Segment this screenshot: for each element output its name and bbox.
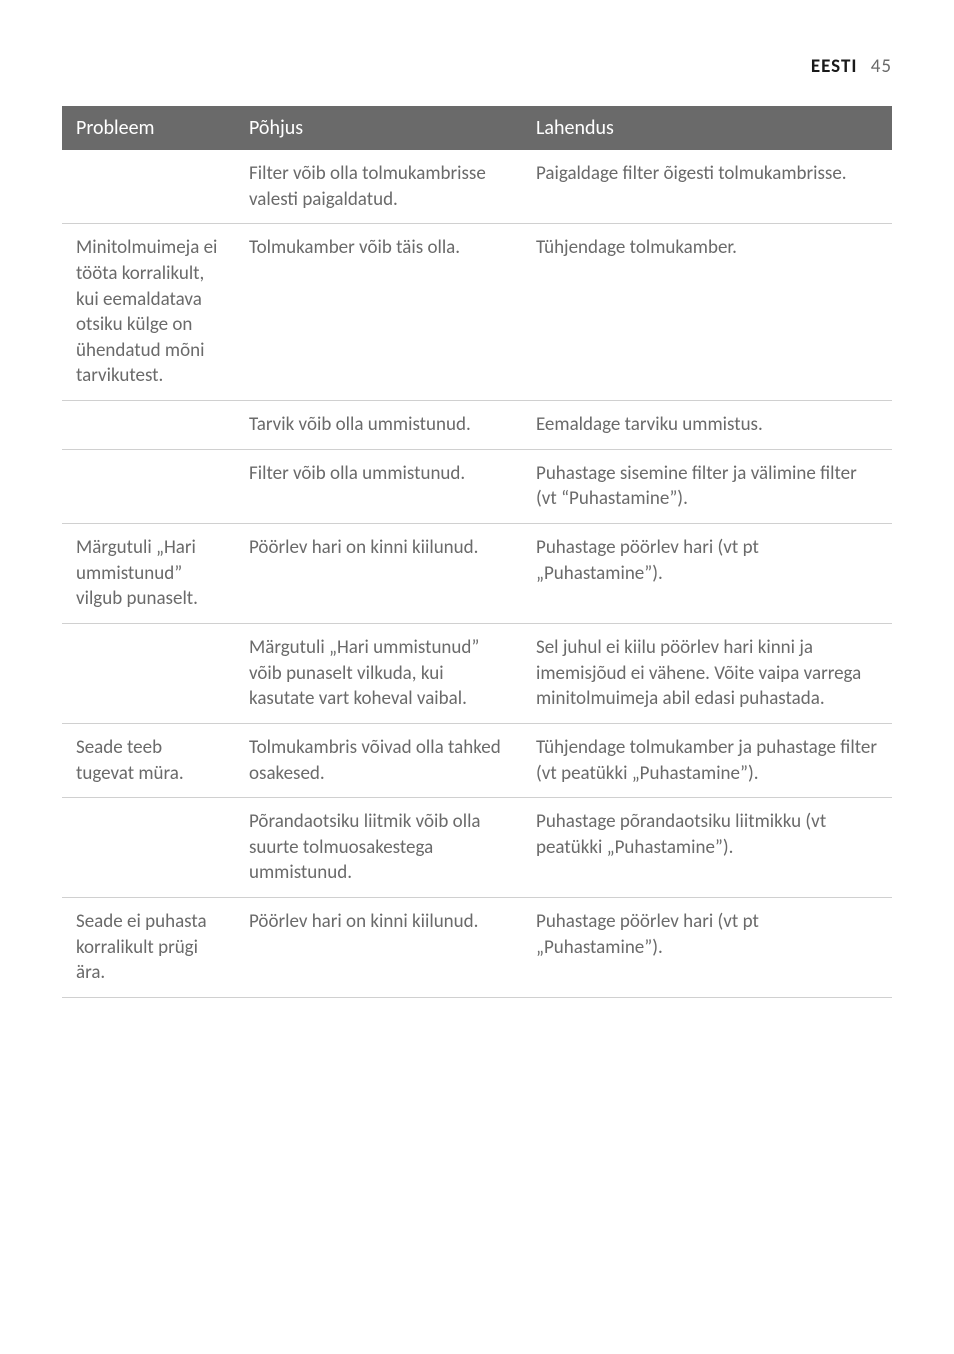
cell-cause: Tolmukamber võib täis olla. (235, 224, 522, 401)
cell-problem: Seade ei puhasta korralikult prügi ära. (62, 898, 235, 998)
table-row: Filter võib olla tolmukambrisse valesti … (62, 150, 892, 224)
table-row: Tarvik võib olla ummistunud. Eemaldage t… (62, 401, 892, 450)
cell-solution: Eemaldage tarviku ummistus. (522, 401, 892, 450)
cell-cause: Põrandaotsiku liitmik võib olla suurte t… (235, 798, 522, 898)
table-row: Seade teeb tugevat müra. Tolmukambris võ… (62, 723, 892, 797)
table-body: Filter võib olla tolmukambrisse valesti … (62, 150, 892, 998)
cell-problem (62, 623, 235, 723)
page-header: EESTI 45 (62, 55, 892, 78)
table-row: Seade ei puhasta korralikult prügi ära. … (62, 898, 892, 998)
cell-problem (62, 449, 235, 523)
cell-solution: Puhastage põrandaotsiku liitmikku (vt pe… (522, 798, 892, 898)
column-header-solution: Lahendus (522, 106, 892, 150)
cell-cause: Filter võib olla ummistunud. (235, 449, 522, 523)
cell-problem (62, 401, 235, 450)
cell-problem (62, 150, 235, 224)
cell-problem: Minitolmuimeja ei tööta korralikult, kui… (62, 224, 235, 401)
column-header-problem: Probleem (62, 106, 235, 150)
cell-cause: Pöörlev hari on kinni kiilunud. (235, 898, 522, 998)
table-row: Märgutuli „Hari ummistunud” vilgub punas… (62, 524, 892, 624)
table-row: Põrandaotsiku liitmik võib olla suurte t… (62, 798, 892, 898)
cell-problem (62, 798, 235, 898)
cell-solution: Tühjendage tolmukamber. (522, 224, 892, 401)
column-header-cause: Põhjus (235, 106, 522, 150)
troubleshooting-table: Probleem Põhjus Lahendus Filter võib oll… (62, 106, 892, 998)
table-row: Märgutuli „Hari ummistunud” võib punasel… (62, 623, 892, 723)
cell-cause: Tolmukambris võivad olla tahked osakesed… (235, 723, 522, 797)
cell-problem: Seade teeb tugevat müra. (62, 723, 235, 797)
table-header-row: Probleem Põhjus Lahendus (62, 106, 892, 150)
header-language: EESTI (811, 55, 858, 78)
cell-cause: Tarvik võib olla ummistunud. (235, 401, 522, 450)
cell-solution: Tühjendage tolmukamber ja puhastage filt… (522, 723, 892, 797)
cell-cause: Filter võib olla tolmukambrisse valesti … (235, 150, 522, 224)
cell-solution: Puhastage pöörlev hari (vt pt „Puhastami… (522, 898, 892, 998)
table-row: Filter võib olla ummistunud. Puhastage s… (62, 449, 892, 523)
cell-solution: Sel juhul ei kiilu pöörlev hari kinni ja… (522, 623, 892, 723)
cell-cause: Märgutuli „Hari ummistunud” võib punasel… (235, 623, 522, 723)
cell-cause: Pöörlev hari on kinni kiilunud. (235, 524, 522, 624)
cell-problem: Märgutuli „Hari ummistunud” vilgub punas… (62, 524, 235, 624)
table-row: Minitolmuimeja ei tööta korralikult, kui… (62, 224, 892, 401)
cell-solution: Puhastage pöörlev hari (vt pt „Puhastami… (522, 524, 892, 624)
cell-solution: Puhastage sisemine filter ja välimine fi… (522, 449, 892, 523)
header-page-number: 45 (871, 55, 892, 78)
cell-solution: Paigaldage filter õigesti tolmukambrisse… (522, 150, 892, 224)
